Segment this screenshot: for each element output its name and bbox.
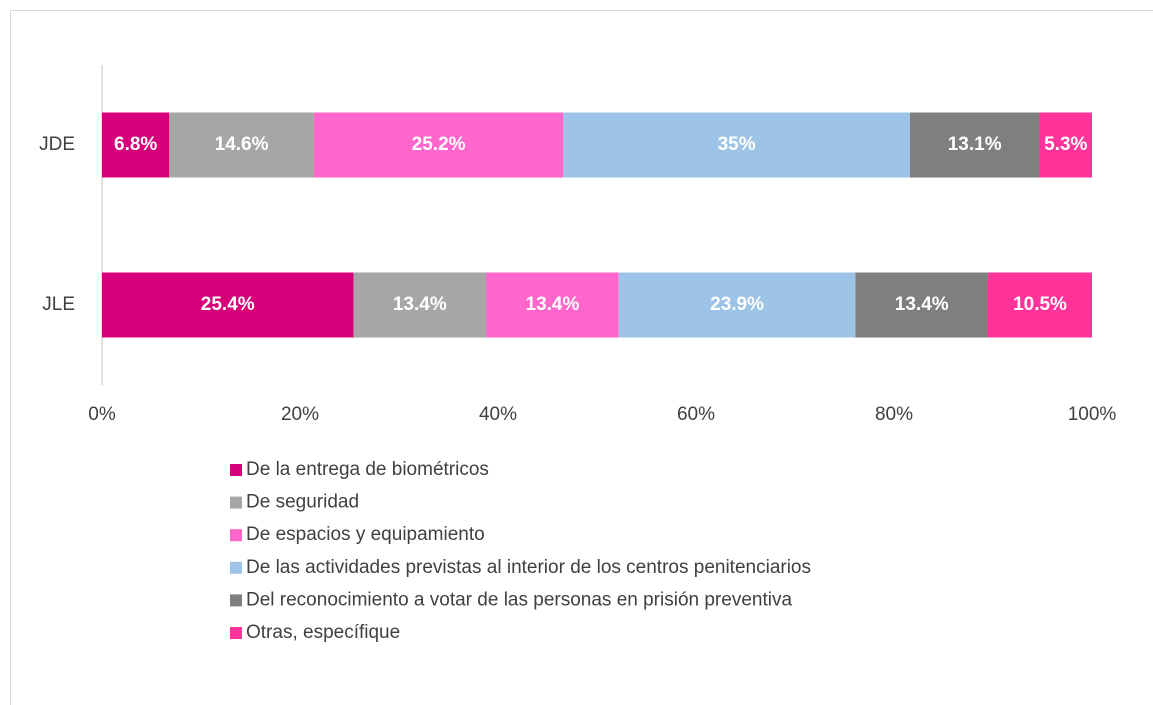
x-tick-label: 100% [1068,404,1117,425]
data-label: 6.8% [114,134,157,155]
data-label: 23.9% [710,294,764,315]
data-label: 35% [718,134,756,155]
x-tick-label: 60% [677,404,715,425]
bar-segment [353,272,487,338]
legend-label: Del reconocimiento a votar de las person… [246,589,792,610]
data-label: 10.5% [1013,294,1067,315]
bar-segment [169,112,314,178]
x-tick-label: 80% [875,404,913,425]
bar-segment [618,272,856,338]
bar-segment [313,112,564,178]
data-label: 13.4% [895,294,949,315]
legend-swatch [230,561,242,574]
y-tick-label: JDE [39,134,75,155]
data-label: 13.4% [393,294,447,315]
legend-swatch [230,594,242,607]
bar-segment [486,272,619,338]
legend-swatch [230,529,242,542]
bar-segment [102,272,354,338]
x-tick-label: 40% [479,404,517,425]
bar-segment [102,112,170,178]
bar-segment [855,272,989,338]
legend-swatch [230,496,242,509]
legend-swatch [230,464,242,476]
y-tick-label: JLE [42,294,75,315]
bar-segment [1039,112,1092,178]
data-label: 5.3% [1044,134,1087,155]
data-label: 14.6% [215,134,269,155]
bar-segment [909,112,1040,178]
data-label: 13.1% [948,134,1002,155]
legend-label: Otras, específique [246,622,400,643]
data-label: 25.2% [412,134,466,155]
legend-swatch [230,627,242,639]
x-tick-label: 0% [88,404,116,425]
data-label: 25.4% [201,294,255,315]
legend-label: De las actividades previstas al interior… [246,557,811,578]
legend-label: De la entrega de biométricos [246,459,489,480]
bar-segment [988,272,1092,338]
chart-border [10,10,1153,705]
bar-segment [563,112,910,178]
legend-label: De espacios y equipamiento [246,524,485,545]
x-tick-label: 20% [281,404,319,425]
legend-label: De seguridad [246,492,359,513]
data-label: 13.4% [526,294,580,315]
